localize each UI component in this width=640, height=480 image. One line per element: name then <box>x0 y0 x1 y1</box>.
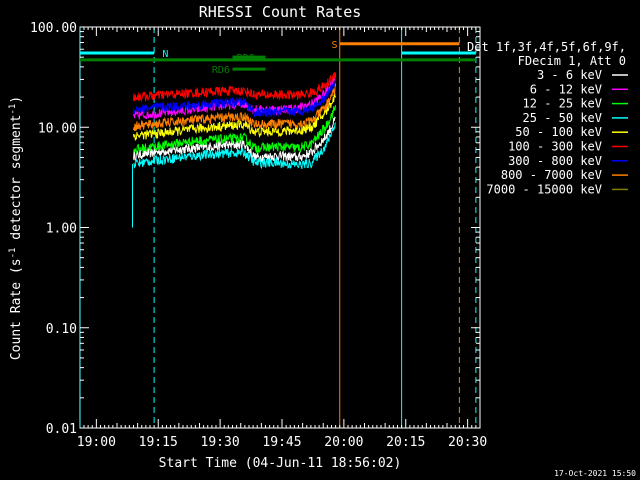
y-axis-label-mid: detector segment <box>9 115 24 248</box>
series-line <box>133 116 336 163</box>
x-tick-label: 19:15 <box>139 435 178 450</box>
attenuator-flags: N S RD6 RD0 <box>79 40 476 76</box>
legend: Det 1f,3f,4f,5f,6f,9f, FDecim 1, Att 0 3… <box>467 40 628 196</box>
series-line <box>133 122 337 170</box>
y-tick-label: 0.01 <box>46 422 77 437</box>
x-tick-label: 19:00 <box>77 435 116 450</box>
legend-header-line-1: Det 1f,3f,4f,5f,6f,9f, <box>467 40 626 54</box>
flag-label: S <box>331 40 337 51</box>
y-axis-label-main: Count Rate (s <box>9 258 24 360</box>
y-tick-label: 10.00 <box>38 121 77 136</box>
x-tick-label: 19:45 <box>262 435 301 450</box>
legend-entry-label: 50 - 100 keV <box>515 125 602 139</box>
vertical-lines <box>79 27 477 428</box>
series-line <box>133 105 337 155</box>
legend-entry-label: 6 - 12 keV <box>530 82 602 96</box>
x-axis: 19:00 19:15 19:30 19:45 20:00 20:15 20:30 <box>77 27 487 450</box>
y-axis-label: Count Rate (s-1 detector segment-1) <box>8 96 24 360</box>
legend-entry-label: 300 - 800 keV <box>508 154 602 168</box>
y-tick-label: 1.00 <box>46 222 77 237</box>
y-tick-label: 100.00 <box>30 21 77 36</box>
legend-header-line-2: FDecim 1, Att 0 <box>518 54 626 68</box>
legend-entry-label: 100 - 300 keV <box>508 140 602 154</box>
legend-entry-label: 7000 - 15000 keV <box>486 182 602 196</box>
series-line <box>133 72 337 103</box>
flag-label: N <box>162 49 168 60</box>
chart-title: RHESSI Count Rates <box>199 3 362 21</box>
y-axis-label-sup1: -1 <box>8 248 18 259</box>
y-axis: 100.00 10.00 1.00 0.10 0.01 <box>30 21 480 437</box>
flag-label: RD6 <box>212 65 230 76</box>
x-tick-label: 20:30 <box>448 435 487 450</box>
series-line <box>133 83 337 131</box>
x-tick-label: 20:15 <box>386 435 425 450</box>
y-axis-label-end: ) <box>9 96 24 104</box>
legend-entry-label: 800 - 7000 keV <box>501 168 602 182</box>
y-tick-label: 0.10 <box>46 322 77 337</box>
x-tick-label: 19:30 <box>201 435 240 450</box>
flag-label: RD0 <box>237 53 255 64</box>
plot-frame <box>79 26 481 429</box>
legend-entry-label: 25 - 50 keV <box>523 111 602 125</box>
series-line <box>133 77 337 118</box>
legend-entry-label: 12 - 25 keV <box>523 97 602 111</box>
x-axis-label: Start Time (04-Jun-11 18:56:02) <box>159 456 402 471</box>
y-axis-label-sup2: -1 <box>8 104 18 115</box>
x-tick-label: 20:00 <box>324 435 363 450</box>
legend-entry-label: 3 - 6 keV <box>537 68 602 82</box>
footer-timestamp: 17-Oct-2021 15:50 <box>554 469 636 478</box>
series-lines <box>131 72 337 228</box>
